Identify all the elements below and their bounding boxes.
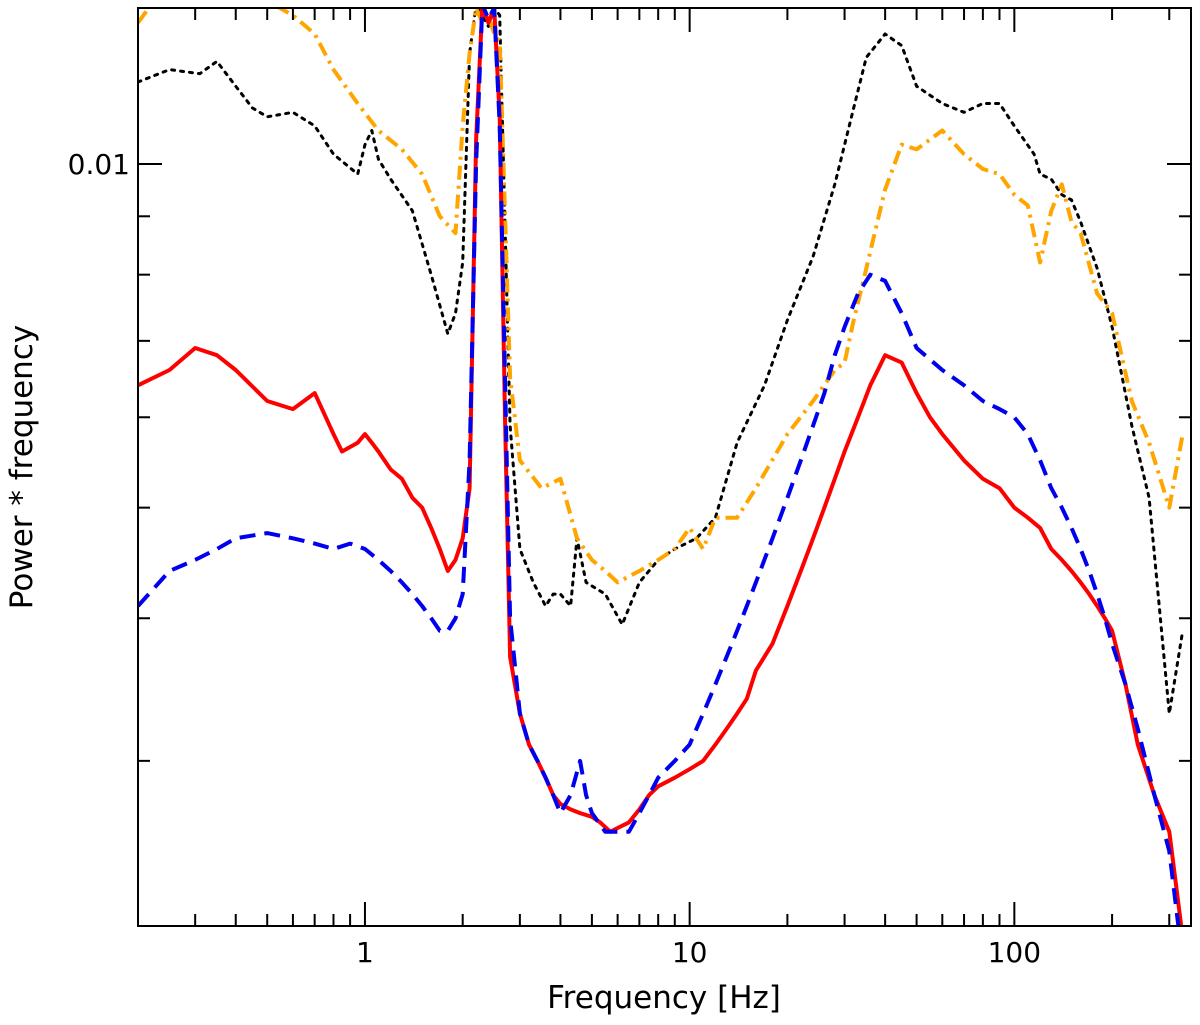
x-tick-label: 1 xyxy=(356,936,374,969)
series-line-dashed xyxy=(138,8,1181,926)
x-axis-label: Frequency [Hz] xyxy=(547,980,781,1016)
x-tick-label: 100 xyxy=(988,936,1041,969)
y-tick-label: 0.01 xyxy=(68,148,130,181)
x-tick-label: 10 xyxy=(672,936,708,969)
x-tick-labels: 1 10 100 xyxy=(356,936,1041,969)
series-line-solid xyxy=(138,8,1184,926)
y-tick-labels: 0.01 xyxy=(68,148,130,181)
tick-layer xyxy=(137,8,1191,926)
series-line-dashdot xyxy=(138,8,1185,585)
plot-frame xyxy=(137,7,1192,927)
series-layer xyxy=(138,8,1185,926)
y-axis-label: Power * frequency xyxy=(4,325,40,609)
series-line-dotted xyxy=(138,8,1185,716)
